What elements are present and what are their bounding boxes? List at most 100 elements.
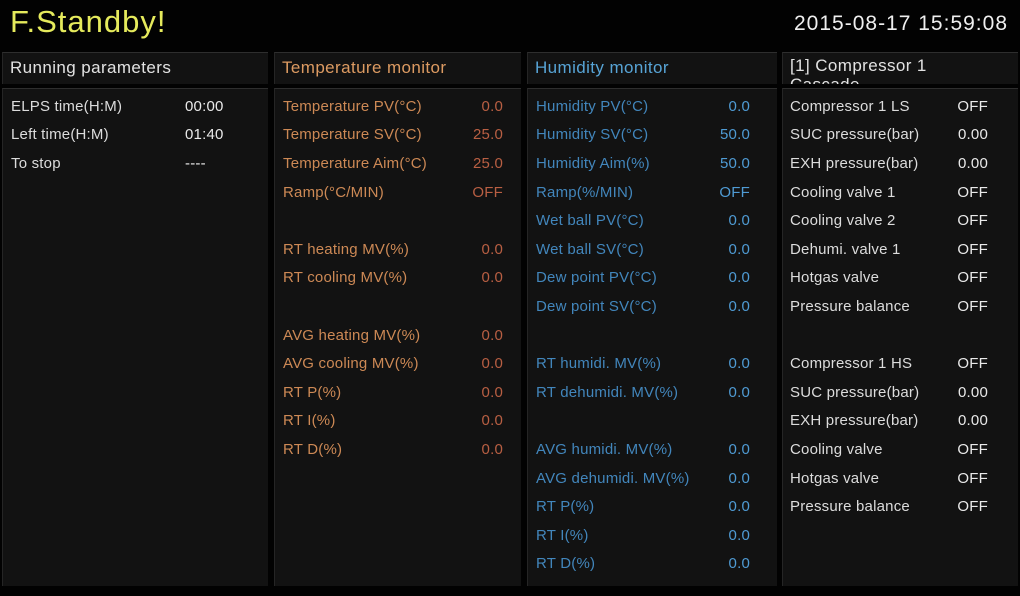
parameter-label: Cooling valve (790, 440, 883, 458)
parameter-value: OFF (957, 240, 988, 258)
parameter-value: OFF (472, 183, 503, 201)
humidity-monitor-body: Humidity PV(°C) 0.0 Humidity SV(°C) 50.0… (527, 88, 777, 586)
parameter-value: OFF (957, 97, 988, 115)
parameter-value: 0.0 (728, 526, 750, 544)
parameter-value: 0.0 (481, 97, 503, 115)
machine-status-title: F.Standby! (10, 4, 167, 39)
parameter-row: Wet ball PV(°C) 0.0 (528, 206, 777, 235)
parameter-label: Humidity Aim(%) (536, 154, 650, 172)
parameter-row: Temperature PV(°C) 0.0 (275, 92, 521, 121)
parameter-row: AVG dehumidi. MV(%) 0.0 (528, 464, 777, 493)
parameter-value: OFF (957, 297, 988, 315)
parameter-value: 0.0 (728, 498, 750, 516)
parameter-label: RT I(%) (536, 526, 589, 544)
parameter-value: OFF (957, 440, 988, 458)
parameter-row: ELPS time(H:M) 00:00 (3, 92, 268, 121)
parameter-value: 0.0 (728, 269, 750, 287)
compressor-status-column: [1] Compressor 1 Cascade Compressor 1 LS… (782, 52, 1018, 586)
parameter-row: Cooling valve 2 OFF (783, 206, 1018, 235)
parameter-row (528, 321, 777, 350)
parameter-value: 0.0 (481, 355, 503, 373)
parameter-label: Cooling valve 1 (790, 183, 896, 201)
parameter-value: 0.0 (481, 383, 503, 401)
parameter-label: Temperature SV(°C) (283, 126, 422, 144)
parameter-row: Temperature SV(°C) 25.0 (275, 121, 521, 150)
parameter-label: Humidity SV(°C) (536, 126, 649, 144)
temperature-monitor-column: Temperature monitor Temperature PV(°C) 0… (274, 52, 521, 586)
parameter-label: AVG heating MV(%) (283, 326, 421, 344)
panel-title: [1] Compressor 1 (790, 56, 927, 75)
parameter-row: Temperature Aim(°C) 25.0 (275, 149, 521, 178)
parameter-value: 0.0 (728, 440, 750, 458)
parameter-label: Ramp(°C/MIN) (283, 183, 384, 201)
parameter-row: SUC pressure(bar) 0.00 (783, 121, 1018, 150)
parameter-label: Hotgas valve (790, 469, 880, 487)
parameter-row: Ramp(%/MIN) OFF (528, 178, 777, 207)
parameter-label: RT D(%) (283, 440, 343, 458)
parameter-value: OFF (957, 212, 988, 230)
parameter-label: RT P(%) (536, 498, 595, 516)
parameter-label: RT D(%) (536, 555, 596, 573)
parameter-row: To stop ---- (3, 149, 268, 178)
parameter-row (783, 321, 1018, 350)
parameter-value: 0.0 (481, 412, 503, 430)
parameter-label: AVG humidi. MV(%) (536, 440, 673, 458)
parameter-label: Dew point PV(°C) (536, 269, 657, 287)
parameter-row: Compressor 1 LS OFF (783, 92, 1018, 121)
parameter-value: 0.0 (728, 297, 750, 315)
parameter-label: RT cooling MV(%) (283, 269, 408, 287)
parameter-label: SUC pressure(bar) (790, 126, 920, 144)
parameter-label: AVG cooling MV(%) (283, 355, 419, 373)
parameter-row: RT P(%) 0.0 (275, 378, 521, 407)
parameter-value: 50.0 (720, 126, 750, 144)
parameter-row: AVG humidi. MV(%) 0.0 (528, 435, 777, 464)
parameter-row: AVG heating MV(%) 0.0 (275, 321, 521, 350)
parameter-label: AVG dehumidi. MV(%) (536, 469, 690, 487)
parameter-row: RT I(%) 0.0 (275, 407, 521, 436)
parameter-row: EXH pressure(bar) 0.00 (783, 149, 1018, 178)
parameter-value: 0.00 (958, 154, 988, 172)
parameter-label: Ramp(%/MIN) (536, 183, 634, 201)
parameter-value: OFF (719, 183, 750, 201)
parameter-label: Humidity PV(°C) (536, 97, 649, 115)
parameter-label: RT P(%) (283, 383, 342, 401)
parameter-label: SUC pressure(bar) (790, 383, 920, 401)
parameter-row: Ramp(°C/MIN) OFF (275, 178, 521, 207)
panel-title: Temperature monitor (282, 58, 447, 77)
running-parameters-body: ELPS time(H:M) 00:00 Left time(H:M) 01:4… (2, 88, 268, 586)
parameter-row: Dehumi. valve 1 OFF (783, 235, 1018, 264)
parameter-row: Hotgas valve OFF (783, 264, 1018, 293)
parameter-value: 50.0 (720, 154, 750, 172)
parameter-row: RT humidi. MV(%) 0.0 (528, 349, 777, 378)
datetime-display: 2015-08-17 15:59:08 (794, 12, 1008, 35)
parameter-value: 0.0 (728, 469, 750, 487)
parameter-row: Pressure balance OFF (783, 492, 1018, 521)
parameter-value: OFF (957, 498, 988, 516)
parameter-row: Humidity PV(°C) 0.0 (528, 92, 777, 121)
parameter-value: 0.0 (728, 97, 750, 115)
parameter-row: EXH pressure(bar) 0.00 (783, 407, 1018, 436)
running-parameters-header: Running parameters (2, 52, 268, 84)
parameter-label: Compressor 1 HS (790, 355, 913, 373)
parameter-value: 25.0 (473, 154, 503, 172)
temperature-monitor-body: Temperature PV(°C) 0.0 Temperature SV(°C… (274, 88, 521, 586)
parameter-value: 0.0 (728, 212, 750, 230)
parameter-row (528, 407, 777, 436)
parameter-row: RT D(%) 0.0 (275, 435, 521, 464)
parameter-row: Compressor 1 HS OFF (783, 349, 1018, 378)
parameter-label: Pressure balance (790, 297, 910, 315)
humidity-monitor-header: Humidity monitor (527, 52, 777, 84)
parameter-value: 0.00 (958, 383, 988, 401)
parameter-row: AVG cooling MV(%) 0.0 (275, 349, 521, 378)
temperature-monitor-header: Temperature monitor (274, 52, 521, 84)
parameter-value: 0.00 (958, 412, 988, 430)
parameter-label: To stop (11, 154, 61, 172)
parameter-value: 0.0 (481, 240, 503, 258)
parameter-label: Temperature PV(°C) (283, 97, 422, 115)
parameter-row: Dew point SV(°C) 0.0 (528, 292, 777, 321)
parameter-label: Compressor 1 LS (790, 97, 910, 115)
parameter-label: Cooling valve 2 (790, 212, 896, 230)
parameter-value: 00:00 (185, 97, 224, 115)
title-bar: F.Standby! 2015-08-17 15:59:08 (0, 0, 1020, 48)
